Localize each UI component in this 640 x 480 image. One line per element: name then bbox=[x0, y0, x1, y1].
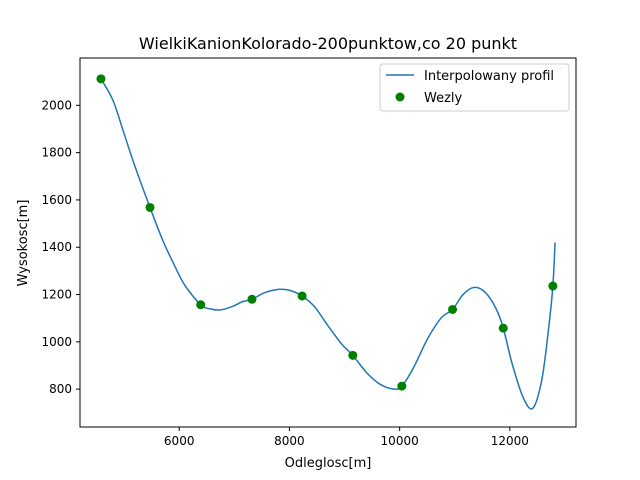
x-tick-label: 6000 bbox=[164, 434, 195, 448]
node-marker bbox=[548, 281, 558, 291]
node-marker bbox=[397, 381, 407, 391]
node-marker bbox=[247, 294, 257, 304]
x-tick-label: 10000 bbox=[381, 434, 419, 448]
y-tick-label: 1000 bbox=[41, 335, 72, 349]
y-tick-label: 1200 bbox=[41, 288, 72, 302]
y-tick-label: 1600 bbox=[41, 193, 72, 207]
node-marker bbox=[196, 300, 206, 310]
axes-frame bbox=[79, 57, 577, 428]
chart-title: WielkiKanionKolorado-200punktow,co 20 pu… bbox=[139, 34, 517, 53]
plot-area bbox=[79, 57, 577, 428]
y-tick-label: 800 bbox=[49, 382, 72, 396]
node-marker bbox=[297, 291, 307, 301]
y-axis: 800 1000 1200 1400 1600 1800 2000 bbox=[41, 98, 80, 396]
node-marker bbox=[348, 350, 358, 360]
y-tick-label: 1400 bbox=[41, 240, 72, 254]
node-marker bbox=[145, 202, 155, 212]
y-tick-label: 2000 bbox=[41, 98, 72, 112]
legend-box bbox=[379, 63, 570, 112]
legend-label-wezly: Wezly bbox=[424, 91, 463, 106]
legend: Interpolowany profil Wezly bbox=[379, 63, 570, 112]
y-tick-label: 1800 bbox=[41, 146, 72, 160]
legend-label-interpolowany-profil: Interpolowany profil bbox=[424, 69, 554, 84]
x-axis-label: Odleglosc[m] bbox=[285, 456, 372, 471]
x-tick-label: 12000 bbox=[491, 434, 529, 448]
node-marker bbox=[96, 74, 106, 84]
node-marker bbox=[498, 323, 508, 333]
y-axis-label: Wysokosc[m] bbox=[16, 200, 31, 287]
marker-layer bbox=[96, 74, 558, 391]
node-marker bbox=[448, 304, 458, 314]
x-axis: 6000 8000 10000 12000 bbox=[164, 427, 529, 448]
x-tick-label: 8000 bbox=[274, 434, 305, 448]
legend-marker-swatch bbox=[395, 92, 405, 102]
